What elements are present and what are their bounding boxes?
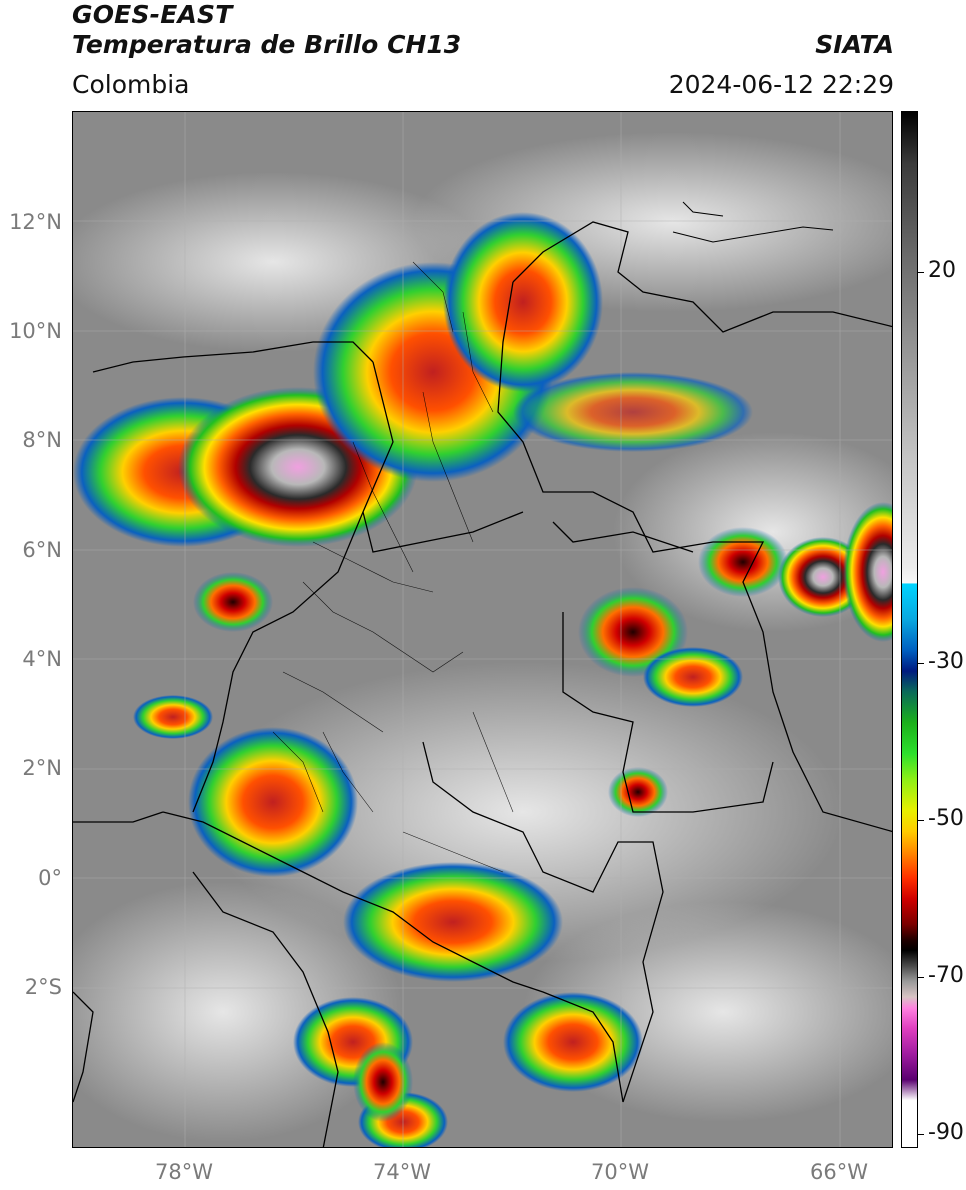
map-canvas <box>73 112 892 1147</box>
storm-cell <box>503 992 643 1092</box>
storm-cell <box>133 695 213 739</box>
graticule <box>73 112 892 1147</box>
storm-cell <box>608 767 668 817</box>
lat-label: 12°N <box>9 210 62 234</box>
lat-label: 0° <box>38 866 62 890</box>
colorbar-tick <box>918 977 924 978</box>
colorbar-label: -30 <box>928 649 964 674</box>
lat-label: 2°N <box>22 756 62 780</box>
lon-label: 74°W <box>373 1160 431 1184</box>
plot-subtitle: Temperatura de Brillo CH13 <box>72 30 462 59</box>
lat-label: 6°N <box>22 538 62 562</box>
colorbar <box>901 111 918 1148</box>
storm-cell <box>193 572 273 632</box>
lat-label: 2°S <box>24 975 62 999</box>
storm-cell <box>698 527 788 597</box>
storm-cell <box>843 502 892 642</box>
department-borders <box>272 261 514 873</box>
colorbar-label: -50 <box>928 806 964 831</box>
storm-cell <box>188 727 358 877</box>
lat-label: 10°N <box>9 319 62 343</box>
colorbar-label: -90 <box>928 1120 964 1145</box>
storm-cell <box>443 212 603 392</box>
storm-cell <box>343 862 563 982</box>
lon-label: 78°W <box>155 1160 213 1184</box>
lat-label: 4°N <box>22 647 62 671</box>
colorbar-tick <box>918 663 924 664</box>
colorbar-label: 20 <box>928 258 956 283</box>
storm-cell <box>643 647 743 707</box>
lat-label: 8°N <box>22 428 62 452</box>
satellite-map[interactable] <box>72 111 893 1148</box>
plot-title: GOES-EAST <box>72 0 233 29</box>
plot-timestamp: 2024-06-12 22:29 <box>668 70 894 99</box>
colorbar-tick <box>918 272 924 273</box>
lon-label: 70°W <box>591 1160 649 1184</box>
storm-cell <box>513 372 753 452</box>
storm-cell <box>353 1042 413 1122</box>
colorbar-tick <box>918 820 924 821</box>
colorbar-label: -70 <box>928 963 964 988</box>
lon-label: 66°W <box>810 1160 868 1184</box>
plot-region: Colombia <box>72 70 190 99</box>
colorbar-tick <box>918 1134 924 1135</box>
coastline <box>672 201 834 243</box>
country-borders <box>73 221 892 1147</box>
plot-organization: SIATA <box>815 30 894 59</box>
